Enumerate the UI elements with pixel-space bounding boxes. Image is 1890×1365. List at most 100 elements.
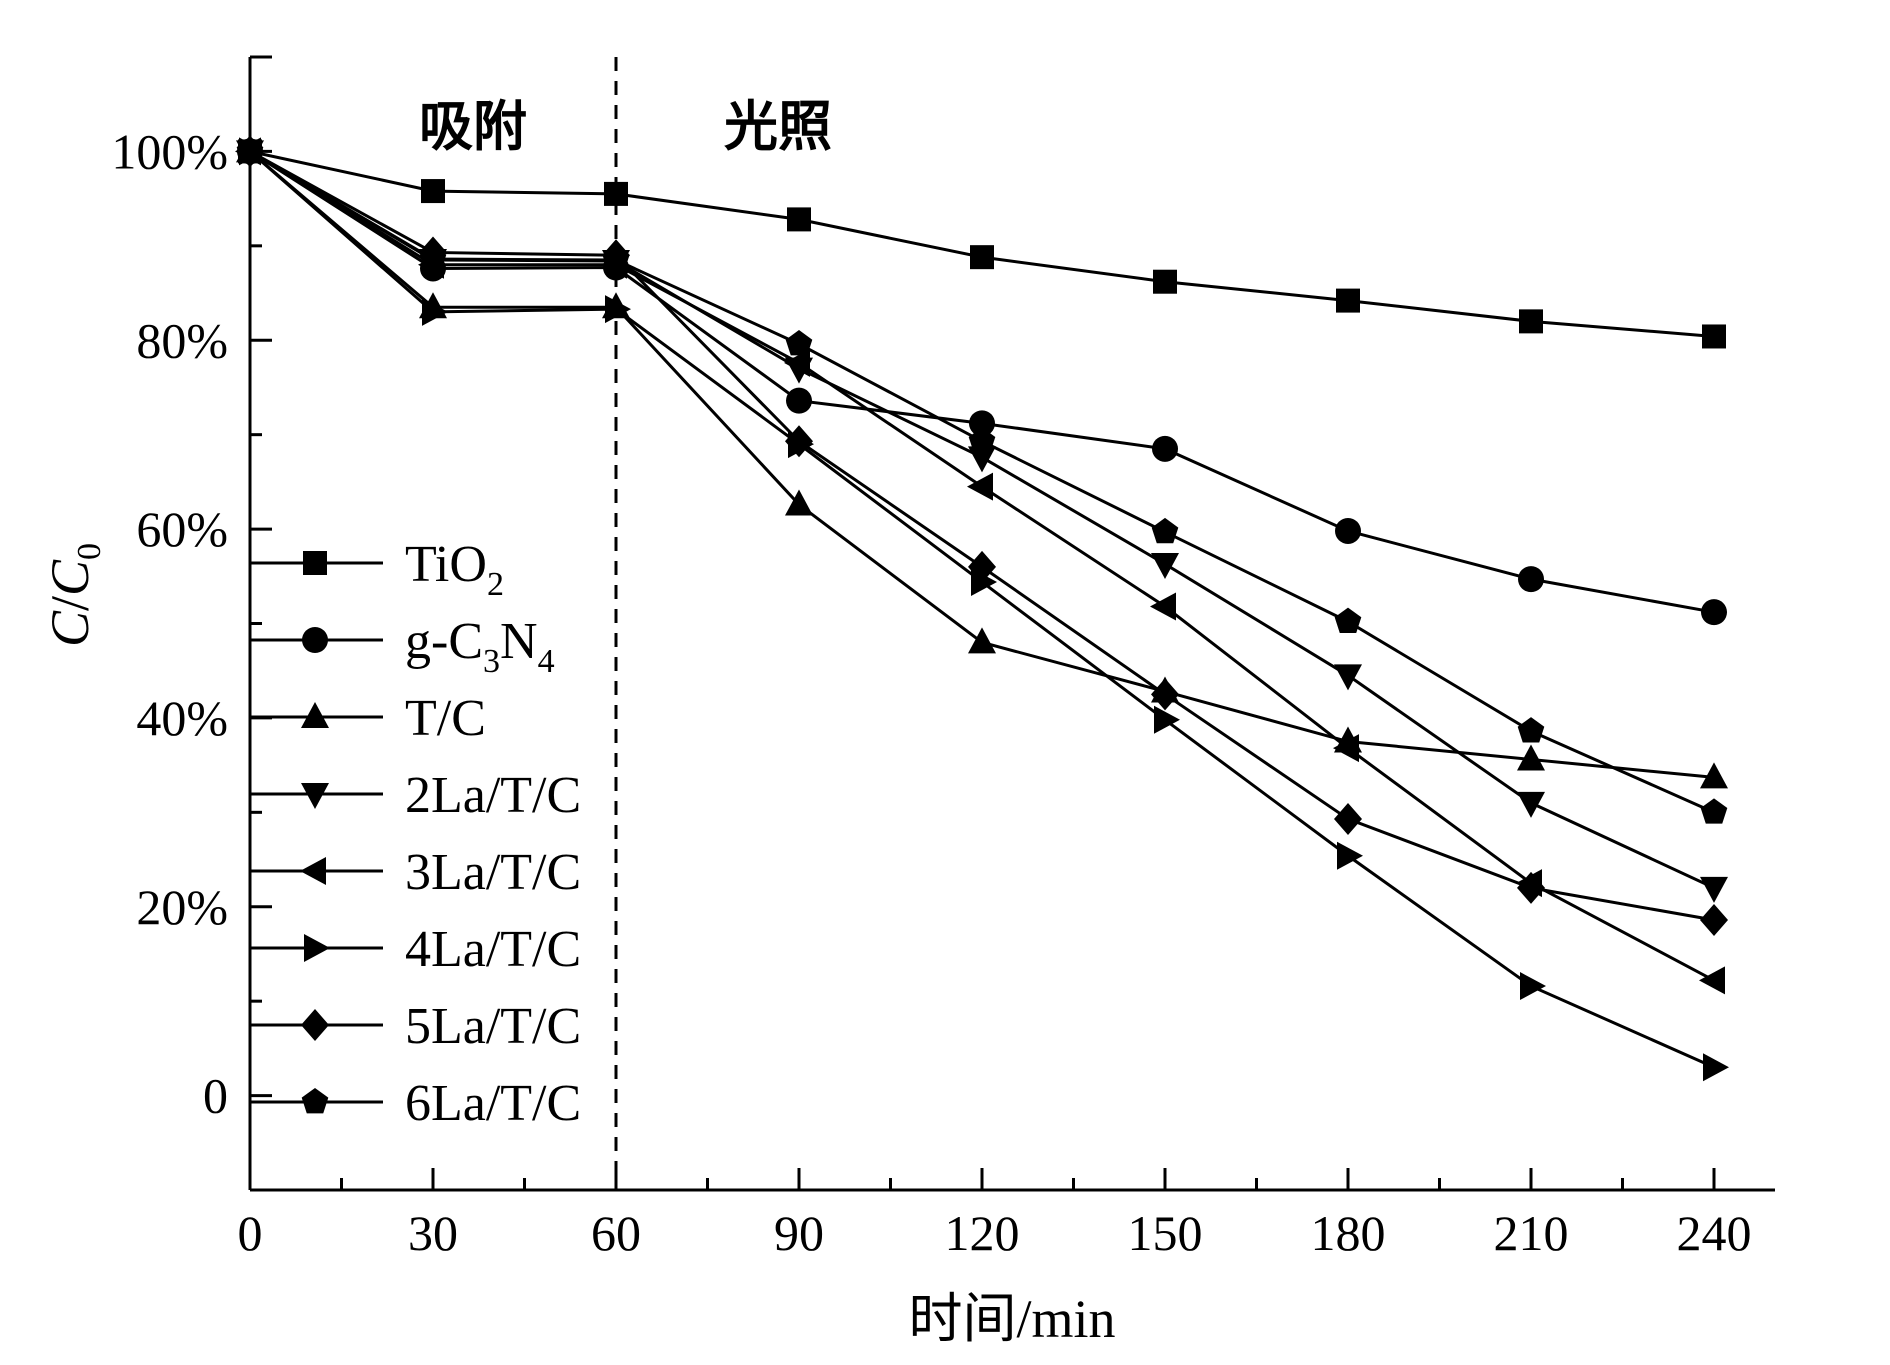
data-point (1336, 288, 1360, 313)
data-point (605, 295, 631, 324)
x-tick-label: 150 (1128, 1205, 1203, 1261)
legend-entry: g-C3N4 (250, 613, 555, 680)
x-tick-label: 120 (945, 1205, 1020, 1261)
data-point (1151, 678, 1179, 711)
x-tick-label: 180 (1311, 1205, 1386, 1261)
data-point (1333, 734, 1359, 763)
phase-label-illumination: 光照 (724, 95, 832, 158)
legend-marker (301, 702, 329, 728)
data-point (1335, 517, 1361, 544)
data-point (968, 446, 996, 473)
y-axis-title: C/C0 (40, 543, 108, 647)
data-point (970, 245, 994, 270)
legend-entry: 2La/T/C (250, 767, 581, 824)
data-point (604, 181, 628, 206)
data-point (1700, 876, 1728, 903)
axes (248, 55, 1775, 1192)
data-point (1699, 966, 1725, 995)
legend-marker (303, 551, 327, 575)
legend-marker (304, 934, 330, 962)
data-point (1153, 269, 1177, 294)
legend-marker (301, 1009, 329, 1041)
data-point (785, 425, 813, 458)
x-axis-title: 时间/min (908, 1289, 1115, 1349)
y-tick-label: 20% (136, 879, 228, 935)
data-point (1151, 517, 1179, 544)
data-point (1519, 309, 1543, 334)
data-point (968, 427, 996, 453)
data-point (419, 245, 447, 271)
data-point (1517, 871, 1545, 904)
legend-label: T/C (405, 690, 486, 747)
x-tick-label: 0 (238, 1205, 263, 1261)
phase-label-adsorption: 吸附 (419, 95, 527, 158)
data-point (1334, 802, 1362, 835)
legend-label: 6La/T/C (405, 1075, 581, 1132)
legend-entry: 6La/T/C (250, 1075, 581, 1132)
data-point (967, 472, 993, 501)
legend-marker (301, 1088, 329, 1114)
data-point (1334, 607, 1362, 633)
data-point (786, 387, 812, 414)
legend: TiO2 g-C3N4 T/C 2La/T/C 3La/T/C 4La/T/C 5La/T/… (250, 536, 581, 1132)
data-point (1703, 1053, 1729, 1082)
legend-entry: 5La/T/C (250, 998, 581, 1055)
x-tick-label: 60 (591, 1205, 641, 1261)
series-group (235, 135, 1729, 1082)
labels: 0 30 60 90 120 150 180 210 240 0 20% 40% 60% 80% 100% 时… (40, 95, 1752, 1349)
y-tick-label: 60% (136, 501, 228, 557)
legend-label: TiO2 (405, 536, 504, 603)
legend-entry: T/C (250, 690, 486, 747)
data-point (1151, 553, 1179, 580)
data-point (1150, 592, 1176, 621)
legend-label: 2La/T/C (405, 767, 581, 824)
legend-label: 4La/T/C (405, 921, 581, 978)
data-point (1700, 903, 1728, 936)
data-point (1700, 798, 1728, 824)
data-point (1334, 664, 1362, 691)
y-tick-label: 100% (111, 123, 228, 179)
series-tio2 (238, 139, 1726, 349)
data-point (968, 550, 996, 583)
legend-label: 5La/T/C (405, 998, 581, 1055)
data-point (421, 179, 445, 204)
data-point (969, 410, 995, 437)
series-line (249, 149, 1715, 338)
data-point (785, 330, 813, 356)
data-point (1337, 841, 1363, 870)
data-point (1520, 972, 1546, 1001)
data-point (968, 627, 996, 654)
data-point (784, 348, 810, 377)
data-point (1517, 791, 1545, 818)
data-point (1154, 705, 1180, 734)
data-point (1517, 744, 1545, 771)
data-point (787, 207, 811, 232)
data-point (602, 245, 630, 272)
legend-entry: 3La/T/C (250, 844, 581, 901)
x-tick-label: 30 (408, 1205, 458, 1261)
x-tick-label: 210 (1494, 1205, 1569, 1261)
legend-entry: 4La/T/C (250, 921, 581, 978)
data-point (236, 137, 264, 163)
legend-label: g-C3N4 (405, 613, 555, 680)
data-point (422, 297, 448, 326)
legend-entry: TiO2 (250, 536, 504, 603)
legend-marker (300, 857, 326, 885)
data-point (1701, 599, 1727, 626)
data-point (1517, 717, 1545, 743)
series-6la-t-c (236, 137, 1728, 824)
data-point (1518, 566, 1544, 593)
legend-marker (302, 627, 328, 653)
data-point (785, 489, 813, 516)
y-tick-label: 0 (203, 1068, 228, 1124)
legend-label: 3La/T/C (405, 844, 581, 901)
x-tick-label: 90 (774, 1205, 824, 1261)
y-tick-label: 80% (136, 312, 228, 368)
x-tick-label: 240 (1677, 1205, 1752, 1261)
data-point (1700, 762, 1728, 789)
data-point (1152, 435, 1178, 462)
legend-marker (301, 783, 329, 809)
y-tick-label: 40% (136, 690, 228, 746)
data-point (1702, 324, 1726, 349)
